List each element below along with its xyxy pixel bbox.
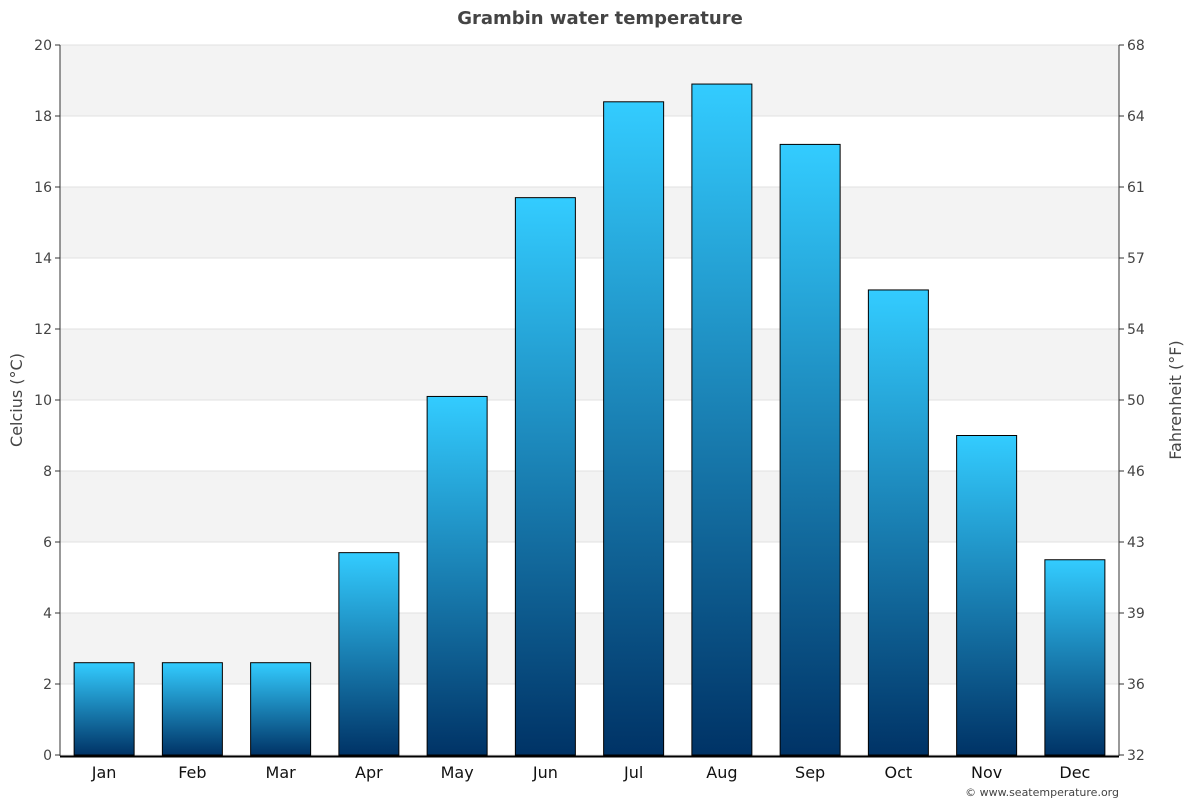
x-tick-label: Nov	[971, 763, 1002, 782]
y-right-tick-label: 39	[1127, 606, 1145, 622]
bar-jul	[603, 101, 665, 756]
bar-aug	[691, 83, 753, 756]
y-right-tick-label: 68	[1127, 38, 1145, 54]
bar-jun	[514, 197, 576, 756]
x-tick-label: Jul	[623, 763, 643, 782]
y-tick-label: 20	[34, 38, 52, 54]
y-right-tick-label: 61	[1127, 180, 1145, 196]
y-right-tick-label: 43	[1127, 535, 1145, 551]
y-tick-label: 14	[34, 251, 52, 267]
x-tick-label: Mar	[266, 763, 297, 782]
x-tick-label: Aug	[706, 763, 737, 782]
bar-dec	[1044, 559, 1106, 756]
y-right-tick-label: 57	[1127, 251, 1145, 267]
y-tick-label: 10	[34, 393, 52, 409]
bar-mar	[250, 662, 312, 756]
y-right-tick-label: 50	[1127, 393, 1145, 409]
grid-band	[60, 187, 1119, 258]
footer-credit: © www.seatemperature.org	[965, 786, 1119, 799]
y-axis-right-label: Fahrenheit (°F)	[1166, 340, 1185, 459]
grid-band	[60, 471, 1119, 542]
x-tick-label: Feb	[178, 763, 206, 782]
y-tick-label: 18	[34, 109, 52, 125]
bar-may	[426, 395, 488, 756]
bar-feb	[161, 662, 223, 756]
grid-band	[60, 45, 1119, 116]
y-tick-label: 12	[34, 322, 52, 338]
x-tick-label: Dec	[1059, 763, 1090, 782]
bar-oct	[867, 289, 929, 756]
x-tick-label: Oct	[885, 763, 913, 782]
y-right-tick-label: 36	[1127, 677, 1145, 693]
bar-apr	[338, 552, 400, 756]
x-tick-label: Apr	[355, 763, 383, 782]
y-tick-label: 6	[43, 535, 52, 551]
x-tick-label: Jan	[91, 763, 117, 782]
y-right-tick-label: 54	[1127, 322, 1145, 338]
y-right-tick-label: 32	[1127, 748, 1145, 764]
grid-band	[60, 613, 1119, 684]
chart-title: Grambin water temperature	[457, 8, 743, 29]
y-axis-label: Celcius (°C)	[7, 353, 26, 447]
y-right-tick-label: 46	[1127, 464, 1145, 480]
bar-sep	[779, 143, 841, 756]
y-tick-label: 8	[43, 464, 52, 480]
y-tick-label: 16	[34, 180, 52, 196]
grid-band	[60, 329, 1119, 400]
x-tick-label: Jun	[532, 763, 558, 782]
y-tick-label: 0	[43, 748, 52, 764]
y-right-tick-label: 64	[1127, 109, 1145, 125]
y-tick-label: 2	[43, 677, 52, 693]
bar-nov	[956, 435, 1018, 756]
y-tick-label: 4	[43, 606, 52, 622]
x-tick-label: Sep	[795, 763, 825, 782]
bar-jan	[73, 662, 135, 756]
x-tick-label: May	[441, 763, 474, 782]
